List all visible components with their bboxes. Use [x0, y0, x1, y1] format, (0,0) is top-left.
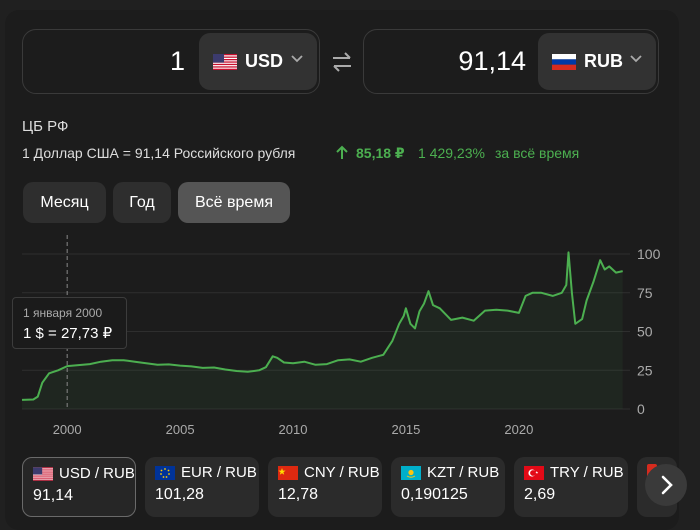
pair-value: 91,14 — [33, 487, 74, 504]
pair-tile-eur-rub[interactable]: EUR / RUB 101,28 — [145, 457, 259, 517]
rate-source: ЦБ РФ — [22, 118, 69, 135]
us-flag-icon — [33, 466, 53, 481]
pair-value: 101,28 — [155, 486, 204, 503]
pair-tile-usd-rub[interactable]: USD / RUB 91,14 — [22, 457, 136, 517]
pair-tile-try-rub[interactable]: TRY / RUB 2,69 — [514, 457, 628, 517]
tr-flag-icon — [524, 465, 544, 480]
chart-tooltip: 1 января 2000 1 $ = 27,73 ₽ — [12, 297, 127, 349]
pair-tile-kzt-rub[interactable]: KZT / RUB 0,190125 — [391, 457, 505, 517]
x-tick-label: 2020 — [504, 422, 533, 437]
pair-value: 2,69 — [524, 486, 556, 503]
x-tick-label: 2005 — [166, 422, 195, 437]
y-tick-label: 25 — [637, 362, 653, 378]
swap-icon[interactable] — [329, 50, 355, 74]
chevron-right-icon — [661, 475, 673, 495]
y-tick-label: 50 — [637, 324, 653, 340]
rate-description: 1 Доллар США = 91,14 Российского рубля — [22, 145, 296, 161]
ru-flag-icon — [552, 53, 576, 70]
pair-label: TRY / RUB — [550, 464, 624, 481]
series-line — [21, 251, 623, 401]
y-tick-label: 75 — [637, 285, 653, 301]
period-month-button[interactable]: Месяц — [23, 182, 106, 223]
to-currency-code: RUB — [584, 51, 623, 71]
pair-label: CNY / RUB — [304, 464, 380, 481]
from-currency-select[interactable]: USD — [199, 33, 317, 90]
next-pairs-button[interactable] — [645, 464, 687, 506]
x-tick-label: 2015 — [391, 422, 420, 437]
pair-label: KZT / RUB — [427, 464, 500, 481]
rate-change-abs: 85,18 ₽ — [356, 145, 405, 161]
from-amount-input[interactable]: 1 — [169, 46, 185, 76]
y-tick-label: 100 — [637, 246, 661, 262]
to-amount-box[interactable]: 91,14 RUB — [363, 29, 659, 94]
pair-label: USD / RUB — [59, 465, 135, 482]
tooltip-date: 1 января 2000 — [23, 306, 103, 320]
x-tick-label: 2010 — [279, 422, 308, 437]
series-area — [22, 252, 623, 409]
x-tick-label: 2000 — [53, 422, 82, 437]
cn-flag-icon — [278, 465, 298, 480]
to-currency-select[interactable]: RUB — [538, 33, 656, 90]
pair-value: 0,190125 — [401, 486, 468, 503]
rate-change-pct: 1 429,23% — [418, 145, 485, 161]
eu-flag-icon — [155, 465, 175, 480]
pair-tile-cny-rub[interactable]: CNY / RUB 12,78 — [268, 457, 382, 517]
pair-label: EUR / RUB — [181, 464, 257, 481]
period-year-button[interactable]: Год — [113, 182, 171, 223]
to-amount-input[interactable]: 91,14 — [458, 46, 526, 76]
kz-flag-icon — [401, 465, 421, 480]
chevron-down-icon — [630, 55, 642, 63]
from-amount-box[interactable]: 1 USD — [22, 29, 320, 94]
period-all-time-button[interactable]: Всё время — [178, 182, 290, 223]
tooltip-value: 1 $ = 27,73 ₽ — [23, 325, 113, 342]
y-tick-label: 0 — [637, 401, 645, 417]
pair-value: 12,78 — [278, 486, 319, 503]
chevron-down-icon — [291, 55, 303, 63]
from-currency-code: USD — [245, 51, 284, 71]
rate-change-period: за всё время — [495, 145, 580, 161]
us-flag-icon — [213, 53, 237, 70]
arrow-up-icon — [336, 145, 348, 159]
